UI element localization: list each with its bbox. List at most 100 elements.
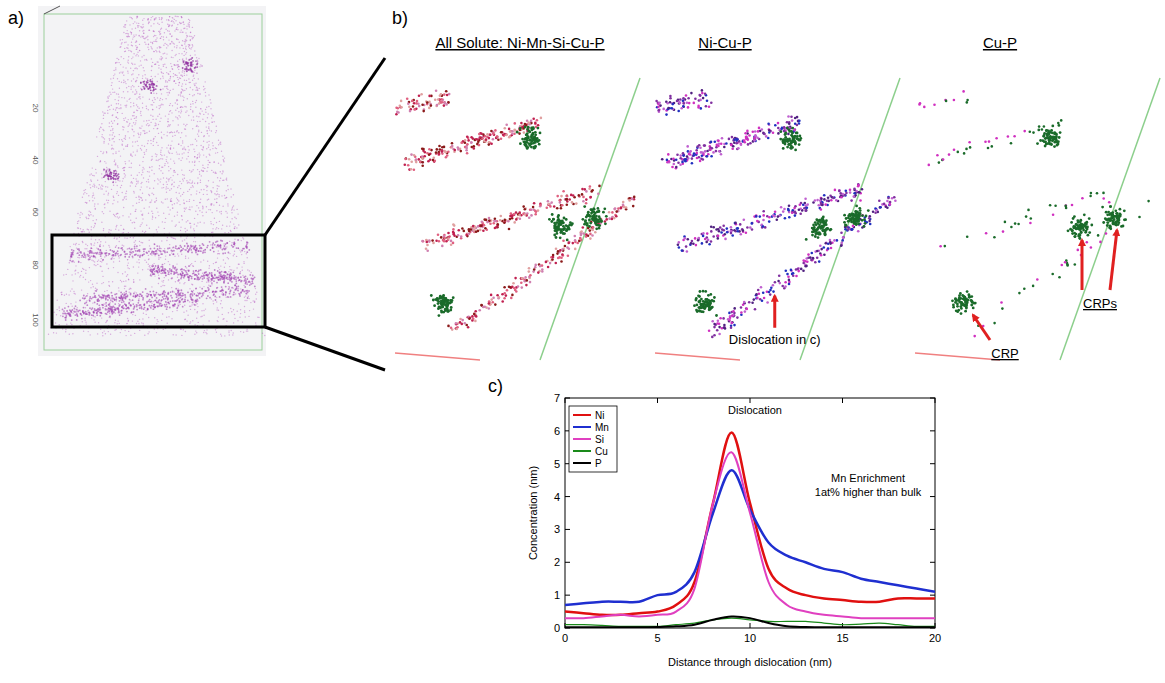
atom bbox=[167, 188, 168, 189]
atom bbox=[219, 269, 220, 270]
atom bbox=[216, 173, 217, 174]
atom bbox=[180, 112, 181, 113]
atom bbox=[243, 285, 244, 286]
atom bbox=[162, 88, 163, 89]
atom bbox=[103, 282, 104, 283]
atom bbox=[160, 154, 161, 155]
atom bbox=[113, 132, 114, 133]
atom bbox=[126, 100, 127, 101]
atom bbox=[133, 221, 134, 222]
atom bbox=[200, 145, 201, 146]
atom bbox=[122, 192, 123, 193]
atom bbox=[167, 131, 168, 132]
atom bbox=[151, 286, 152, 287]
atom bbox=[119, 257, 120, 258]
atom bbox=[48, 334, 49, 335]
atom bbox=[148, 30, 149, 31]
atom bbox=[192, 320, 193, 321]
atom bbox=[234, 254, 235, 255]
atom bbox=[230, 308, 231, 309]
atom bbox=[78, 244, 79, 245]
atom bbox=[122, 245, 123, 246]
atom bbox=[228, 332, 229, 333]
atom bbox=[116, 225, 117, 226]
atom bbox=[113, 197, 114, 198]
atom bbox=[158, 215, 159, 216]
atom bbox=[181, 23, 182, 24]
atom bbox=[89, 184, 90, 185]
atom bbox=[116, 300, 117, 301]
atom bbox=[154, 99, 155, 100]
atom bbox=[124, 176, 125, 177]
atom bbox=[167, 184, 168, 185]
atom bbox=[230, 221, 231, 222]
atom bbox=[170, 132, 171, 133]
atom bbox=[127, 79, 128, 80]
atom bbox=[164, 53, 165, 54]
atom bbox=[122, 39, 123, 40]
atom bbox=[135, 186, 136, 187]
atom bbox=[163, 280, 164, 281]
atom bbox=[126, 87, 127, 88]
atom bbox=[169, 264, 170, 265]
atom bbox=[208, 160, 209, 161]
atom bbox=[181, 86, 182, 87]
atom bbox=[120, 39, 121, 40]
atom bbox=[101, 185, 102, 186]
atom bbox=[113, 261, 114, 262]
atom bbox=[141, 200, 142, 201]
atom bbox=[172, 204, 173, 205]
atom bbox=[195, 107, 196, 108]
atom bbox=[121, 97, 122, 98]
atom bbox=[132, 56, 133, 57]
atom bbox=[194, 50, 195, 51]
atom bbox=[246, 300, 247, 301]
atom bbox=[193, 169, 194, 170]
atom bbox=[177, 29, 178, 30]
atom bbox=[209, 129, 210, 130]
atom bbox=[163, 73, 164, 74]
atom bbox=[205, 81, 206, 82]
atom bbox=[156, 37, 157, 38]
atom bbox=[187, 182, 188, 183]
atom bbox=[105, 162, 106, 163]
atom bbox=[116, 103, 117, 104]
atom bbox=[179, 42, 180, 43]
atom bbox=[170, 110, 171, 111]
atom bbox=[182, 219, 183, 220]
atom bbox=[182, 22, 183, 23]
atom bbox=[127, 48, 128, 49]
atom bbox=[185, 48, 186, 49]
atom bbox=[232, 207, 233, 208]
atom bbox=[126, 105, 127, 106]
atom bbox=[149, 188, 150, 189]
atom bbox=[167, 30, 168, 31]
atom bbox=[142, 222, 143, 223]
atom bbox=[117, 118, 118, 119]
atom bbox=[186, 26, 187, 27]
atom bbox=[162, 76, 163, 77]
atom bbox=[188, 146, 189, 147]
atom bbox=[152, 104, 153, 105]
atom bbox=[218, 310, 219, 311]
atom bbox=[125, 280, 126, 281]
atom bbox=[156, 93, 157, 94]
atom bbox=[157, 97, 158, 98]
atom bbox=[98, 253, 99, 254]
atom bbox=[142, 215, 143, 216]
atom bbox=[226, 190, 227, 191]
atom bbox=[230, 188, 231, 189]
atom bbox=[213, 204, 214, 205]
atom bbox=[134, 291, 135, 292]
atom bbox=[236, 227, 237, 228]
atom bbox=[165, 29, 166, 30]
atom bbox=[241, 266, 242, 267]
atom bbox=[106, 250, 107, 251]
atom bbox=[180, 137, 181, 138]
atom bbox=[124, 27, 125, 28]
atom bbox=[118, 303, 119, 304]
atom bbox=[185, 49, 186, 50]
atom bbox=[190, 321, 191, 322]
atom bbox=[192, 45, 193, 46]
atom bbox=[92, 186, 93, 187]
